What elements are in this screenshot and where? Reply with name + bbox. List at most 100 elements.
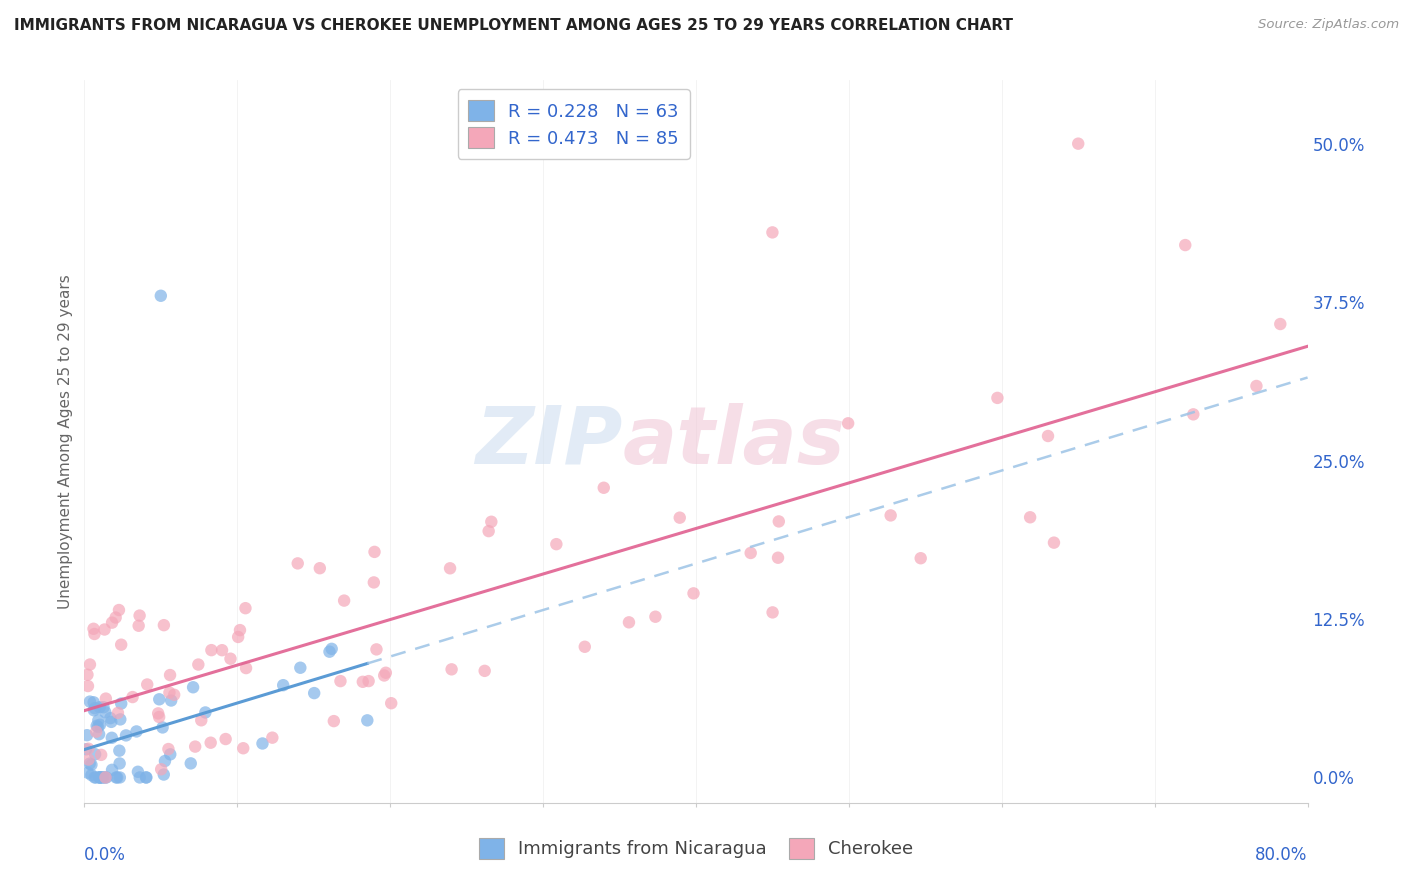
Point [94, 691, 117, 706]
Point [108, 603, 131, 617]
Point [287, 557, 309, 571]
Point [235, 661, 257, 675]
Point [93, 700, 115, 714]
Point [159, 747, 181, 762]
Point [837, 417, 859, 431]
Point [152, 767, 174, 781]
Point [318, 645, 340, 659]
Point [194, 706, 217, 720]
Point [1036, 429, 1059, 443]
Point [77, 741, 100, 756]
Point [181, 680, 204, 694]
Point [187, 657, 209, 672]
Point [153, 754, 176, 768]
Point [761, 226, 783, 240]
Point [986, 391, 1008, 405]
Point [77, 679, 100, 693]
Point [290, 661, 312, 675]
Point [76, 667, 98, 681]
Point [229, 623, 252, 637]
Point [380, 696, 402, 710]
Point [121, 690, 143, 704]
Point [128, 619, 150, 633]
Point [128, 608, 150, 623]
Point [84, 747, 107, 762]
Point [357, 674, 380, 689]
Point [80, 757, 103, 772]
Point [1182, 408, 1205, 422]
Point [184, 739, 207, 754]
Point [98, 711, 121, 725]
Point [83, 701, 105, 715]
Point [910, 551, 932, 566]
Point [152, 721, 174, 735]
Text: Source: ZipAtlas.com: Source: ZipAtlas.com [1258, 18, 1399, 31]
Point [302, 686, 325, 700]
Point [93, 623, 115, 637]
Point [87, 714, 110, 728]
Point [439, 561, 461, 575]
Point [136, 677, 159, 691]
Point [110, 712, 132, 726]
Point [79, 657, 101, 672]
Point [1019, 510, 1042, 524]
Point [108, 771, 131, 785]
Point [76, 728, 98, 742]
Point [105, 771, 128, 785]
Point [262, 731, 284, 745]
Point [128, 771, 150, 785]
Point [1270, 317, 1292, 331]
Point [125, 724, 148, 739]
Point [89, 771, 111, 785]
Point [478, 524, 501, 538]
Point [100, 714, 122, 729]
Point [232, 741, 254, 756]
Point [84, 771, 107, 785]
Point [101, 731, 124, 745]
Point [363, 575, 385, 590]
Text: ZIP: ZIP [475, 402, 623, 481]
Text: IMMIGRANTS FROM NICARAGUA VS CHEROKEE UNEMPLOYMENT AMONG AGES 25 TO 29 YEARS COR: IMMIGRANTS FROM NICARAGUA VS CHEROKEE UN… [14, 18, 1014, 33]
Point [159, 668, 181, 682]
Point [150, 762, 173, 776]
Point [761, 606, 783, 620]
Point [83, 627, 105, 641]
Point [91, 771, 114, 785]
Point [110, 638, 132, 652]
Point [79, 756, 101, 771]
Point [160, 693, 183, 707]
Point [235, 601, 257, 615]
Point [252, 737, 274, 751]
Legend: Immigrants from Nicaragua, Cherokee: Immigrants from Nicaragua, Cherokee [471, 830, 921, 866]
Point [366, 642, 388, 657]
Point [89, 771, 111, 785]
Point [80, 768, 103, 782]
Point [1067, 136, 1090, 151]
Point [87, 727, 110, 741]
Point [214, 732, 236, 747]
Point [157, 742, 180, 756]
Point [127, 764, 149, 779]
Point [1043, 535, 1066, 549]
Point [135, 771, 157, 785]
Point [96, 771, 118, 785]
Point [308, 561, 330, 575]
Point [211, 643, 233, 657]
Point [352, 674, 374, 689]
Point [108, 756, 131, 771]
Point [644, 609, 666, 624]
Point [83, 622, 105, 636]
Point [329, 674, 352, 689]
Point [219, 651, 242, 665]
Point [592, 481, 614, 495]
Point [79, 695, 101, 709]
Point [163, 688, 186, 702]
Point [101, 763, 124, 777]
Point [86, 719, 108, 733]
Point [474, 664, 496, 678]
Point [94, 705, 117, 719]
Point [83, 703, 105, 717]
Point [322, 714, 344, 728]
Text: atlas: atlas [623, 402, 845, 481]
Point [373, 668, 395, 682]
